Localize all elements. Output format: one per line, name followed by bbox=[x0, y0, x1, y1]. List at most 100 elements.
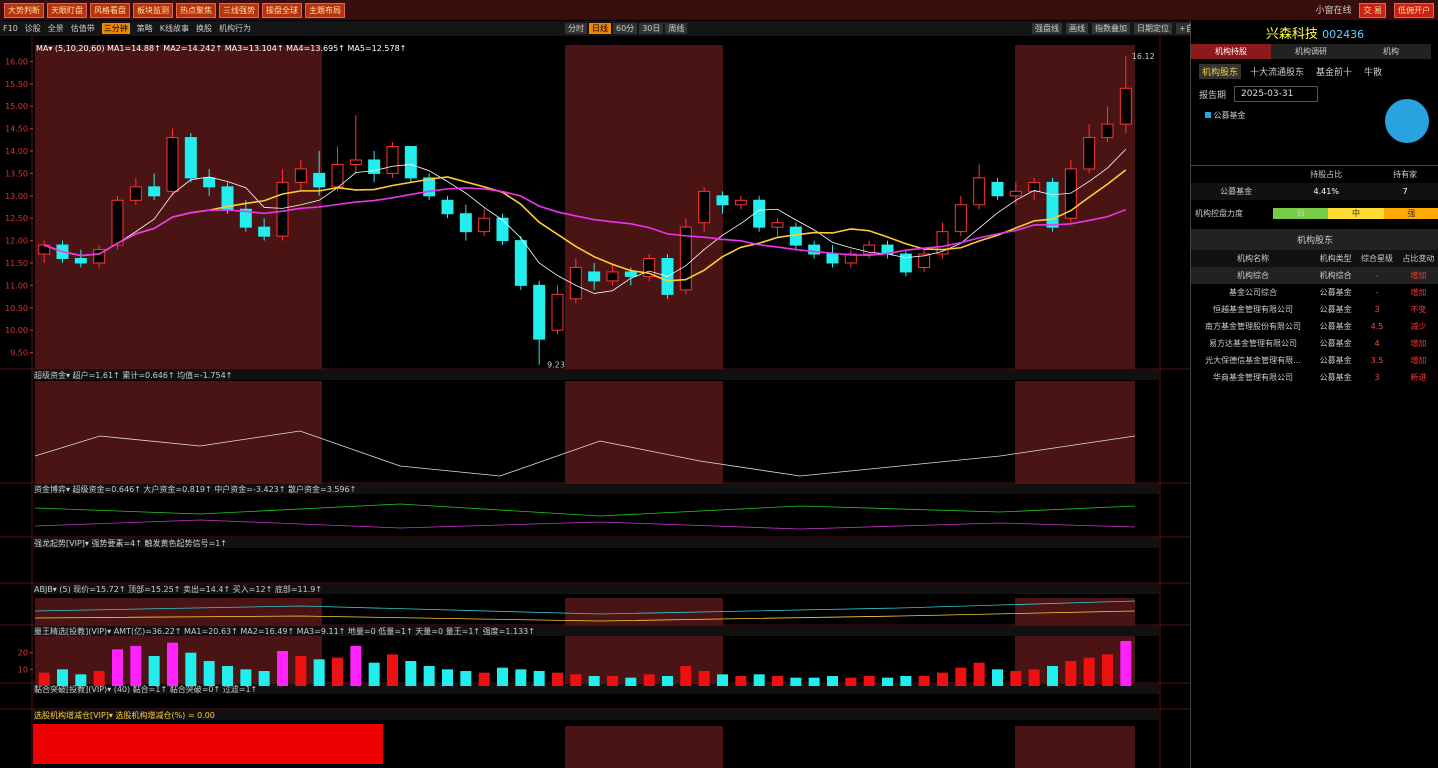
tabs: 机构持股 机构调研 机构 bbox=[1191, 44, 1438, 59]
nav-item[interactable]: 估值带 bbox=[70, 24, 95, 33]
volume-bar bbox=[717, 674, 728, 686]
candle-body bbox=[331, 163, 344, 188]
candle-body bbox=[863, 244, 876, 255]
y-tick-label: 12.00 bbox=[5, 237, 28, 246]
tool[interactable]: 日期定位 bbox=[1134, 23, 1172, 34]
y-tick-label: 16.00 bbox=[5, 57, 28, 66]
volume-bar bbox=[863, 676, 875, 686]
volume-bar bbox=[790, 677, 802, 686]
nav-item[interactable]: F10 bbox=[3, 24, 18, 33]
volume-bar bbox=[130, 646, 142, 686]
candle-body bbox=[423, 177, 436, 197]
candle-body bbox=[734, 199, 747, 206]
volume-bar bbox=[277, 651, 288, 686]
toolbar-button[interactable]: 风格看盘 bbox=[90, 2, 130, 18]
cell: 易方达基金管理有限公司 bbox=[1209, 339, 1297, 348]
volume-bar bbox=[643, 674, 655, 686]
nav-item[interactable]: 换股 bbox=[196, 24, 213, 33]
candle-body bbox=[844, 253, 857, 264]
panel-title: 选股机构增减仓[VIP]▾ 选股机构增减仓(%) = 0.00 bbox=[34, 710, 215, 720]
candle-body bbox=[276, 181, 289, 237]
toolbar-button[interactable]: 三线强势 bbox=[219, 2, 259, 18]
y-tick-label: 11.00 bbox=[5, 281, 28, 290]
volume-bar bbox=[735, 676, 747, 686]
nav-item[interactable]: 策略 bbox=[136, 24, 153, 33]
tab[interactable]: 机构调研 bbox=[1271, 44, 1351, 59]
cell: 增加 bbox=[1410, 271, 1427, 280]
toolbar-button[interactable]: 大势判断 bbox=[4, 2, 44, 18]
volume-bar bbox=[808, 677, 820, 686]
nav-item[interactable]: 诊股 bbox=[24, 24, 41, 33]
sub-tab[interactable]: 机构股东 bbox=[1199, 64, 1242, 79]
candle-body bbox=[606, 271, 619, 282]
summary-header: 持股占比 bbox=[1310, 170, 1343, 179]
inst-table: 机构名称 机构类型 综合星级 占比变动 机构综合 机构综合 - 增加 基金公司综合 公募基金 - 增加… bbox=[1191, 250, 1438, 386]
sub-tab[interactable]: 基金前十 bbox=[1316, 68, 1353, 78]
toolbar-button[interactable]: 天眼盯盘 bbox=[47, 2, 87, 18]
summary-table: 持股占比 持有家 公募基金 4.41% 7 bbox=[1191, 165, 1438, 200]
period[interactable]: 60分 bbox=[613, 23, 638, 34]
toolbar-button[interactable]: 板块监测 bbox=[133, 2, 173, 18]
panel-title: 超级资金▾ 超户=1.61↑ 累计=0.646↑ 均值=-1.754↑ bbox=[34, 370, 232, 380]
toolbar-button[interactable]: 热点聚焦 bbox=[176, 2, 216, 18]
cell: 华商基金管理有限公司 bbox=[1213, 373, 1293, 382]
tool[interactable]: 画线 bbox=[1066, 23, 1088, 34]
volume-bar bbox=[662, 676, 673, 686]
volume-bar bbox=[405, 661, 417, 686]
period[interactable]: 分时 bbox=[565, 23, 587, 34]
y-tick-label: 15.50 bbox=[5, 80, 28, 89]
report-date[interactable]: 2025-03-31 bbox=[1234, 86, 1319, 102]
sub-tab[interactable]: 十大流通股东 bbox=[1250, 68, 1305, 78]
tab[interactable]: 机构持股 bbox=[1191, 44, 1271, 59]
level: 强 bbox=[1383, 208, 1438, 219]
top-link[interactable]: 小窗在线 bbox=[1315, 6, 1352, 16]
tab[interactable]: 机构 bbox=[1351, 44, 1431, 59]
toolbar-button[interactable]: 主题布局 bbox=[305, 2, 345, 18]
candle-body bbox=[1046, 181, 1059, 228]
tool[interactable]: 强盘线 bbox=[1032, 23, 1062, 34]
report: 报告期 2025-03-31 bbox=[1191, 84, 1438, 104]
nav-item[interactable]: K线故事 bbox=[159, 24, 190, 33]
volume-bar bbox=[295, 656, 307, 686]
candle-body bbox=[954, 204, 967, 233]
period[interactable]: 30日 bbox=[639, 23, 664, 34]
panel-title: 量王精选[投教](VIP)▾ AMT(亿)=36.22↑ MA1=20.63↑ … bbox=[34, 626, 535, 636]
candle-body bbox=[991, 181, 1004, 197]
cell: 4.5 bbox=[1370, 322, 1384, 331]
volume-bar bbox=[937, 672, 948, 686]
period[interactable]: 日线 bbox=[589, 23, 611, 34]
candle-body bbox=[148, 186, 161, 197]
candle-body bbox=[496, 217, 509, 242]
nav-item[interactable]: 机构行为 bbox=[219, 24, 252, 33]
volume-bar bbox=[387, 654, 398, 686]
report-label: 报告期 bbox=[1199, 90, 1227, 101]
control: 机构控盘力度 弱中强 bbox=[1191, 208, 1438, 219]
candle-body bbox=[203, 177, 216, 188]
top-link[interactable]: 交 易 bbox=[1359, 3, 1386, 18]
nav-item[interactable]: 全景 bbox=[47, 24, 64, 33]
cell: 3 bbox=[1374, 373, 1380, 382]
volume-bar bbox=[497, 667, 508, 686]
tool[interactable]: 指数叠加 bbox=[1092, 23, 1130, 34]
top-link[interactable]: 低佣开户 bbox=[1394, 3, 1434, 18]
ma-label: MA▾ (5,10,20,60) MA1=14.88↑ MA2=14.242↑ … bbox=[36, 44, 406, 53]
y-tick-label: 10.50 bbox=[5, 304, 28, 313]
panel-header bbox=[32, 710, 1160, 720]
volume-bar bbox=[1047, 666, 1058, 686]
toolbar-button[interactable]: 操盘全球 bbox=[262, 2, 302, 18]
candle-body bbox=[771, 222, 784, 228]
sub-tab[interactable]: 牛散 bbox=[1364, 68, 1383, 78]
y-tick-label: 20 bbox=[18, 649, 28, 658]
period[interactable]: 周线 bbox=[665, 23, 688, 34]
y-tick-label: 14.50 bbox=[5, 125, 28, 134]
cell: 减少 bbox=[1410, 322, 1427, 331]
low-label: 9.23 bbox=[547, 361, 565, 370]
nav-item[interactable]: 三分钟 bbox=[101, 23, 130, 34]
candle-body bbox=[698, 190, 711, 224]
volume-bar bbox=[955, 667, 967, 686]
cell: 机构综合 bbox=[1237, 271, 1269, 280]
candle-body bbox=[258, 226, 271, 237]
legend: 公募基金 bbox=[1191, 104, 1438, 127]
level: 弱 bbox=[1273, 208, 1329, 219]
